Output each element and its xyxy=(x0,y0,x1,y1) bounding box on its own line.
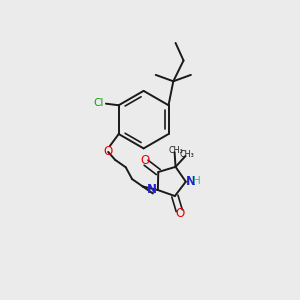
Text: Cl: Cl xyxy=(93,98,104,108)
Text: O: O xyxy=(140,154,149,167)
Text: CH₃: CH₃ xyxy=(169,146,183,155)
Text: O: O xyxy=(103,146,113,158)
Text: H: H xyxy=(194,176,201,186)
Text: N: N xyxy=(147,183,157,196)
Text: CH₃: CH₃ xyxy=(179,150,194,159)
Text: N: N xyxy=(186,175,196,188)
Text: O: O xyxy=(175,207,184,220)
